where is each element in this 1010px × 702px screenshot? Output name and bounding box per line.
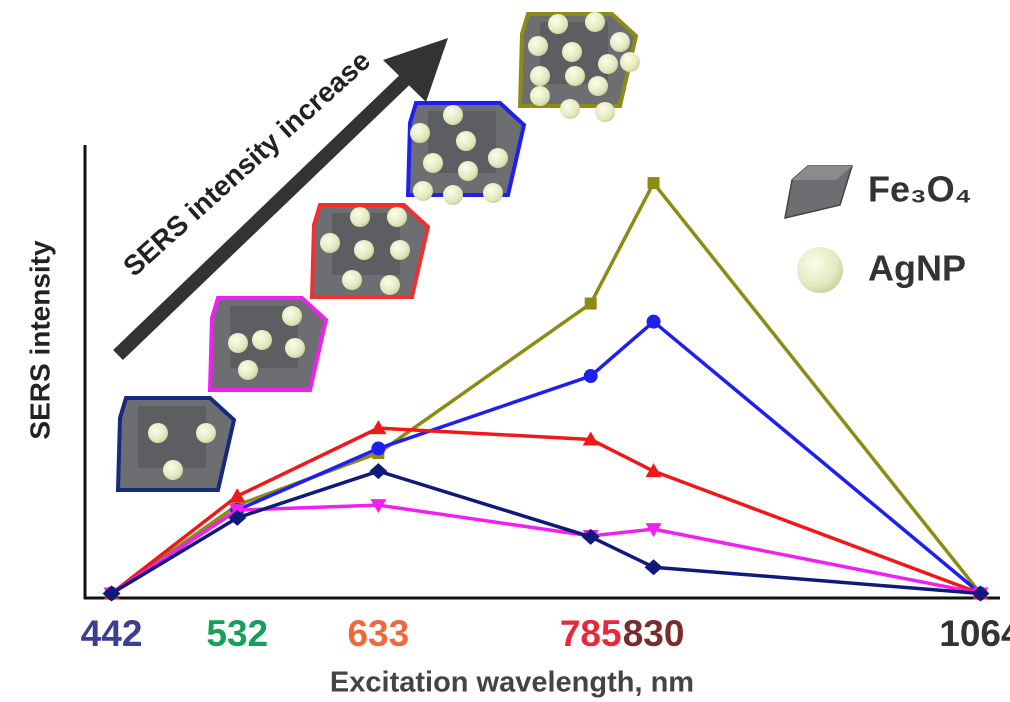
marker <box>585 298 597 310</box>
sphere <box>562 42 582 62</box>
marker <box>648 177 660 189</box>
sphere <box>443 105 463 125</box>
x-tick-label: 785 <box>560 613 622 654</box>
sphere <box>585 12 605 32</box>
sphere <box>560 99 580 119</box>
sphere <box>350 207 370 227</box>
x-tick-label: 532 <box>206 613 268 654</box>
sphere <box>163 460 183 480</box>
sphere <box>595 102 615 122</box>
sphere <box>252 330 272 350</box>
sphere <box>342 270 362 290</box>
flake <box>210 298 326 390</box>
flake <box>118 398 234 490</box>
marker <box>645 559 663 575</box>
y-axis-title: SERS intensity <box>24 240 55 440</box>
marker <box>647 315 661 329</box>
sphere <box>598 54 618 74</box>
legend-sphere-icon <box>797 247 843 293</box>
x-tick-label: 1064 <box>939 613 1010 654</box>
sphere <box>620 52 640 72</box>
sphere <box>413 181 433 201</box>
marker <box>584 369 598 383</box>
sphere <box>354 240 374 260</box>
sphere <box>565 66 585 86</box>
sphere <box>196 423 216 443</box>
sphere <box>458 161 478 181</box>
sphere <box>285 338 305 358</box>
illustrations <box>118 12 640 490</box>
flake <box>312 205 428 297</box>
sphere <box>488 148 508 168</box>
x-tick-label: 442 <box>81 613 143 654</box>
marker <box>371 442 385 456</box>
sphere <box>423 153 443 173</box>
sphere <box>238 360 258 380</box>
series-line <box>112 471 981 593</box>
sphere <box>456 131 476 151</box>
sphere <box>148 423 168 443</box>
legend: Fe₃O₄ AgNP <box>785 166 972 293</box>
marker <box>369 463 387 479</box>
flake-face <box>138 406 206 468</box>
chart: SERS intensity Excitation wavelength, nm… <box>0 0 1010 702</box>
sphere <box>410 123 430 143</box>
legend-label: Fe₃O₄ <box>868 169 972 210</box>
sphere <box>320 233 340 253</box>
sphere <box>483 183 503 203</box>
sphere <box>548 14 568 34</box>
sphere <box>530 86 550 106</box>
legend-label: AgNP <box>868 248 966 289</box>
sphere <box>228 333 248 353</box>
sphere <box>588 76 608 96</box>
sphere <box>390 240 410 260</box>
x-tick-label: 633 <box>347 613 409 654</box>
x-tick-label: 830 <box>623 613 685 654</box>
sphere <box>610 32 630 52</box>
sphere <box>282 306 302 326</box>
sphere <box>387 207 407 227</box>
flake <box>408 103 524 205</box>
sphere <box>528 36 548 56</box>
sphere <box>380 275 400 295</box>
x-axis-title: Excitation wavelength, nm <box>330 667 694 699</box>
flake <box>520 12 640 122</box>
sphere <box>530 66 550 86</box>
sphere <box>443 185 463 205</box>
